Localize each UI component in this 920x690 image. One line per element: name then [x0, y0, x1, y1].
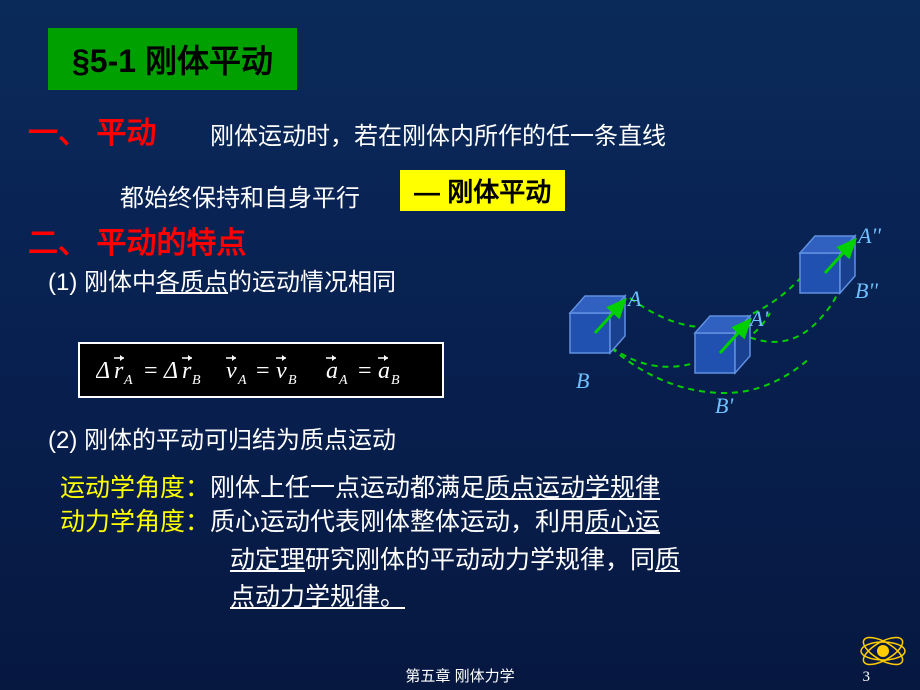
label-bp: B' — [715, 393, 733, 418]
label-app: A'' — [856, 223, 881, 248]
highlight-box: — 刚体平动 — [400, 170, 565, 211]
point-2: (2) 刚体的平动可归结为质点运动 — [48, 420, 396, 455]
kinematics-underline: 质点运动学规律 — [485, 474, 660, 502]
svg-text:B: B — [192, 373, 201, 388]
kinematics-text: 刚体上任一点运动都满足 — [210, 474, 485, 502]
svg-text:B: B — [288, 373, 297, 388]
kinematics-label: 运动学角度： — [60, 474, 210, 502]
dynamics-l2-ul2: 质 — [655, 546, 680, 574]
dynamics-block: 动力学角度：质心运动代表刚体整体运动，利用质心运 动定理研究刚体的平动动力学规律… — [60, 504, 680, 617]
point-1-prefix: (1) 刚体中 — [48, 269, 156, 296]
label-bpp: B'' — [855, 278, 878, 303]
definition-line-1: 刚体运动时，若在刚体内所作的任一条直线 — [210, 116, 666, 151]
svg-text:A: A — [237, 373, 247, 388]
formula-svg: Δ r A = Δ r B v A = v B a A = a — [96, 352, 426, 388]
svg-text:r: r — [182, 358, 192, 384]
label-b: B — [576, 368, 589, 393]
point-1-underline: 各质点 — [156, 269, 228, 296]
svg-text:=: = — [256, 358, 270, 384]
svg-text:=: = — [358, 358, 372, 384]
dynamics-l2: 研究刚体的平动动力学规律，同 — [305, 546, 655, 574]
heading-1: 一、 平动 — [28, 108, 156, 152]
page-number: 3 — [863, 669, 871, 686]
svg-text:=: = — [144, 358, 158, 384]
svg-text:a: a — [326, 358, 338, 384]
svg-text:A: A — [123, 373, 133, 388]
formula-box: Δ r A = Δ r B v A = v B a A = a — [78, 342, 444, 398]
dynamics-l3-ul: 点动力学规律。 — [230, 583, 405, 611]
kinematics-line: 运动学角度：刚体上任一点运动都满足质点运动学规律 — [60, 468, 660, 504]
cube-3 — [800, 236, 855, 293]
svg-text:v: v — [226, 358, 237, 384]
point-1: (1) 刚体中各质点的运动情况相同 — [48, 262, 396, 297]
cube-2 — [695, 316, 750, 373]
heading-2: 二、 平动的特点 — [28, 218, 246, 262]
dynamics-l1: 质心运动代表刚体整体运动，利用 — [210, 508, 585, 536]
svg-text:a: a — [378, 358, 390, 384]
footer-text: 第五章 刚体力学 — [0, 665, 920, 686]
label-ap: A' — [748, 306, 768, 331]
svg-text:Δ: Δ — [163, 358, 178, 384]
svg-text:r: r — [114, 358, 124, 384]
definition-line-2: 都始终保持和自身平行 — [120, 178, 360, 213]
svg-text:B: B — [391, 373, 400, 388]
dynamics-label: 动力学角度： — [60, 508, 210, 536]
point-1-suffix: 的运动情况相同 — [228, 269, 396, 296]
cube-diagram: A B A' B' A'' B'' — [540, 218, 900, 428]
dynamics-l1-ul: 质心运 — [585, 508, 660, 536]
svg-text:A: A — [338, 373, 348, 388]
svg-text:Δ: Δ — [96, 358, 110, 384]
cube-1 — [570, 296, 625, 353]
dynamics-l2-ul: 动定理 — [230, 546, 305, 574]
section-title-box: §5-1 刚体平动 — [48, 28, 297, 90]
svg-text:v: v — [276, 358, 287, 384]
label-a: A — [626, 286, 642, 311]
